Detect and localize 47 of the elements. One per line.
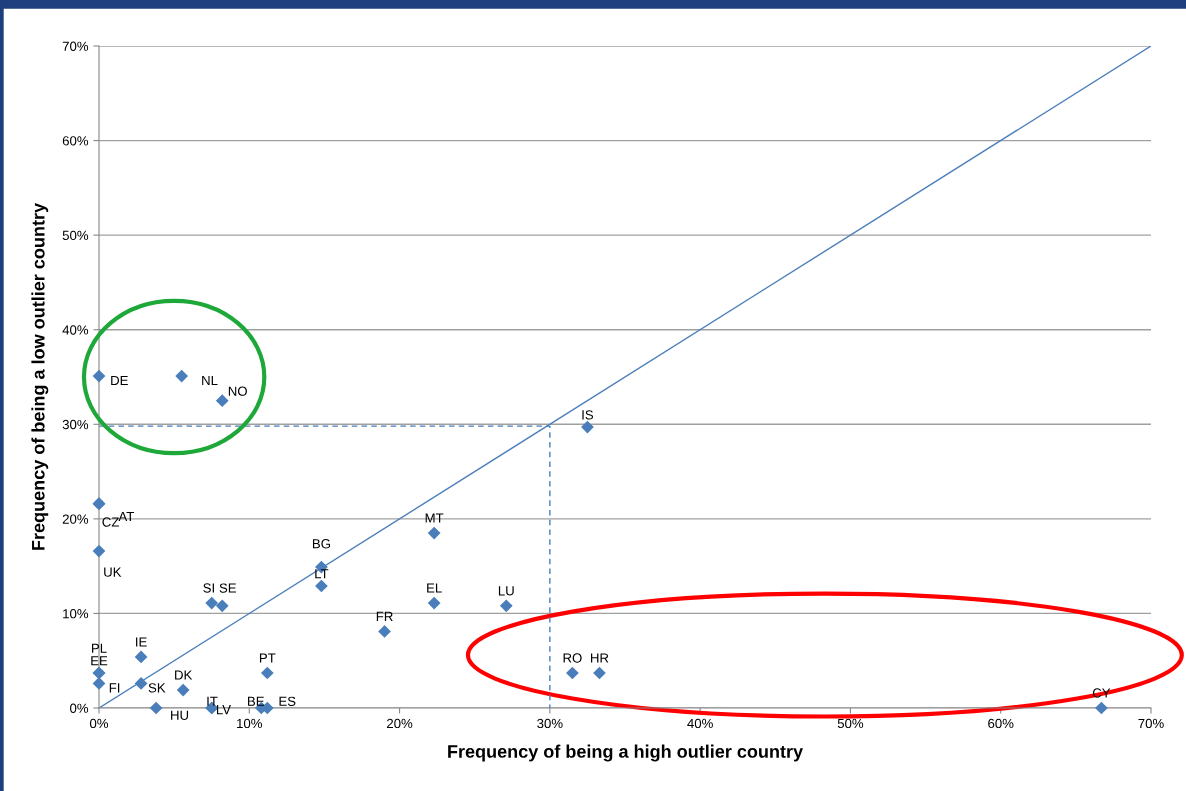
- y-tick-label: 20%: [62, 514, 89, 524]
- y-tick-label: 30%: [62, 419, 89, 430]
- y-tick-label: 70%: [62, 41, 89, 51]
- x-tick-label: 0%: [89, 718, 109, 729]
- annotation: DE: [111, 375, 128, 386]
- y-tick-label: 0%: [70, 703, 89, 713]
- annotation: LT: [315, 569, 329, 579]
- annotation: NO: [228, 386, 247, 396]
- annotation: EL: [427, 583, 442, 593]
- annotation: DK: [175, 670, 193, 680]
- annotation: IE: [136, 637, 147, 647]
- annotation: LV: [216, 705, 231, 715]
- x-tick-label: 40%: [687, 718, 713, 729]
- annotation: NL: [202, 375, 218, 386]
- annotation: PL: [92, 643, 107, 653]
- annotation: BE: [248, 696, 264, 706]
- annotation: IS: [582, 410, 594, 420]
- x-tick-label: 10%: [237, 718, 263, 729]
- annotation: LU: [498, 586, 514, 596]
- annotation: FR: [376, 611, 393, 621]
- annotation: ES: [279, 696, 296, 706]
- x-tick-label: 50%: [837, 718, 864, 729]
- y-tick-label: 50%: [62, 230, 89, 241]
- annotation: SI: [203, 583, 214, 593]
- annotation: HU: [171, 710, 189, 720]
- y-axis-title: Frequency of being a low outlier country: [31, 203, 49, 550]
- annotation: CZ: [102, 517, 119, 527]
- x-tick-label: 20%: [387, 718, 413, 729]
- y-tick-label: 60%: [62, 136, 89, 146]
- x-axis-title: Frequency of being a high outlier country: [448, 744, 803, 762]
- annotation: MT: [425, 513, 444, 523]
- x-tick-label: 70%: [1138, 718, 1164, 729]
- annotation: SK: [148, 683, 166, 693]
- annotation: UK: [104, 567, 122, 577]
- annotation: BG: [312, 539, 330, 549]
- annotation: SE: [219, 583, 237, 593]
- x-tick-label: 30%: [537, 718, 563, 729]
- y-tick-label: 40%: [62, 325, 89, 335]
- y-tick-label: 10%: [63, 609, 89, 619]
- annotation: PT: [259, 653, 276, 663]
- annotation: RO: [563, 653, 582, 663]
- annotation: IT: [207, 696, 218, 706]
- x-tick-label: 60%: [988, 718, 1014, 729]
- annotation: AT: [118, 511, 135, 522]
- annotation: FI: [109, 683, 120, 693]
- annotation: EE: [91, 656, 108, 666]
- annotation: HR: [591, 653, 609, 663]
